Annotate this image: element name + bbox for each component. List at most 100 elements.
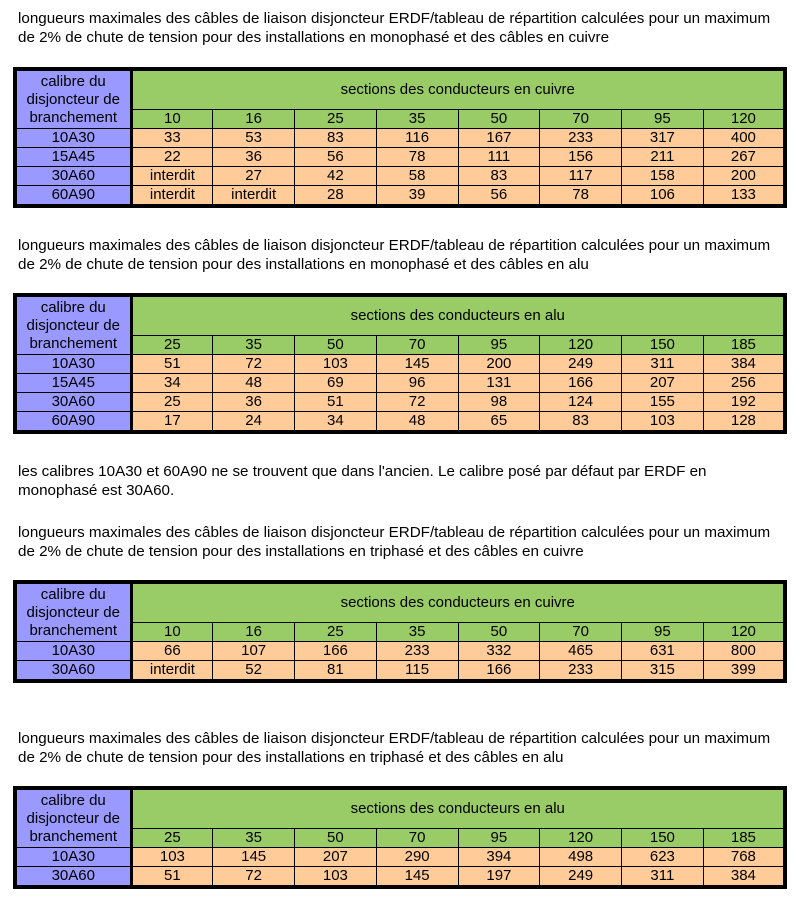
length-value: 106 (621, 185, 704, 207)
length-value: 81 (294, 660, 377, 682)
section-size: 35 (212, 828, 295, 848)
length-value: 400 (702, 128, 786, 148)
length-value: 27 (212, 166, 295, 186)
length-value: 133 (702, 185, 786, 207)
breaker-rating: 30A60 (14, 392, 133, 412)
length-value: 72 (212, 866, 295, 888)
length-value: 116 (375, 128, 459, 148)
length-value: 267 (702, 147, 786, 167)
length-value: 103 (130, 847, 214, 867)
section-size: 50 (294, 335, 377, 355)
length-value: 48 (375, 411, 459, 433)
length-value: 58 (375, 166, 459, 186)
length-value: 166 (539, 373, 622, 393)
length-value: 103 (294, 866, 377, 888)
length-value: 768 (702, 847, 786, 867)
section-size: 70 (375, 335, 459, 355)
corner-label: calibre du disjoncteur de branchement (14, 787, 133, 848)
length-value: 631 (621, 641, 704, 661)
length-value: 207 (294, 847, 377, 867)
breaker-rating: 30A60 (14, 660, 133, 682)
section-size: 120 (539, 828, 622, 848)
table-row: 30A60 interdit 52 81 115 166 233 315 399 (14, 660, 786, 682)
breaker-rating: 15A45 (14, 147, 133, 167)
table-row: 30A60 interdit 27 42 58 83 117 158 200 (14, 166, 786, 186)
table-row: 10A30 103 145 207 290 394 498 623 768 (14, 847, 786, 867)
section-size: 25 (294, 109, 377, 129)
corner-label: calibre du disjoncteur de branchement (14, 68, 133, 129)
length-value: 72 (212, 354, 295, 374)
length-value: 51 (130, 354, 214, 374)
breaker-rating: 10A30 (14, 641, 133, 661)
table4: calibre du disjoncteur de branchement sec… (13, 786, 787, 889)
length-value: interdit (130, 166, 214, 186)
section-size: 16 (212, 622, 295, 642)
corner-label: calibre du disjoncteur de branchement (14, 294, 133, 355)
section-size: 50 (294, 828, 377, 848)
table-row: 30A60 51 72 103 145 197 249 311 384 (14, 866, 786, 888)
length-value: 51 (130, 866, 214, 888)
table-row: 10A30 51 72 103 145 200 249 311 384 (14, 354, 786, 374)
length-value: 384 (702, 866, 786, 888)
table-row: 15A45 34 48 69 96 131 166 207 256 (14, 373, 786, 393)
note-text: les calibres 10A30 et 60A90 ne se trouve… (18, 463, 707, 499)
length-value: 166 (294, 641, 377, 661)
length-value: 131 (457, 373, 541, 393)
length-value: 65 (457, 411, 541, 433)
sections-row: 25 35 50 70 95 120 150 185 (15, 828, 786, 848)
length-value: 498 (539, 847, 622, 867)
section-size: 16 (212, 109, 295, 129)
table3-intro: longueurs maximales des câbles de liaiso… (18, 524, 771, 560)
length-value: 103 (621, 411, 704, 433)
section-size: 185 (702, 335, 786, 355)
length-value: interdit (130, 185, 214, 207)
sections-row: 10 16 25 35 50 70 95 120 (15, 622, 786, 642)
table-row: 10A30 33 53 83 116 167 233 317 400 (14, 128, 786, 148)
breaker-rating: 60A90 (14, 185, 133, 207)
length-value: 69 (294, 373, 377, 393)
length-value: 399 (702, 660, 786, 682)
length-value: 394 (457, 847, 541, 867)
length-value: interdit (212, 185, 295, 207)
length-value: 145 (212, 847, 295, 867)
table-header-row: calibre du disjoncteur de branchement sec… (14, 581, 786, 642)
length-value: 800 (702, 641, 786, 661)
section-size: 25 (294, 622, 377, 642)
breaker-rating: 30A60 (14, 166, 133, 186)
length-value: 39 (375, 185, 459, 207)
length-value: 233 (539, 660, 622, 682)
length-value: 52 (212, 660, 295, 682)
length-value: 124 (539, 392, 622, 412)
length-value: 332 (457, 641, 541, 661)
length-value: 25 (130, 392, 214, 412)
length-value: 103 (294, 354, 377, 374)
breaker-rating: 10A30 (14, 354, 133, 374)
length-value: 317 (621, 128, 704, 148)
section-size: 70 (375, 828, 459, 848)
section-header: sections des conducteurs en cuivre (130, 68, 786, 110)
length-value: 249 (539, 866, 622, 888)
section-size: 10 (130, 622, 214, 642)
length-value: 623 (621, 847, 704, 867)
section-size: 95 (457, 828, 541, 848)
length-value: 117 (539, 166, 622, 186)
section-size: 150 (621, 828, 704, 848)
length-value: 24 (212, 411, 295, 433)
sections-row: 25 35 50 70 95 120 150 185 (15, 335, 786, 355)
length-value: 28 (294, 185, 377, 207)
length-value: 98 (457, 392, 541, 412)
section-size: 150 (621, 335, 704, 355)
table-header-row: calibre du disjoncteur de branchement sec… (14, 294, 786, 355)
length-value: 166 (457, 660, 541, 682)
table4-intro: longueurs maximales des câbles de liaiso… (18, 730, 771, 766)
length-value: 17 (130, 411, 214, 433)
length-value: 233 (539, 128, 622, 148)
length-value: interdit (130, 660, 214, 682)
length-value: 155 (621, 392, 704, 412)
length-value: 128 (702, 411, 786, 433)
breaker-rating: 10A30 (14, 847, 133, 867)
length-value: 78 (375, 147, 459, 167)
length-value: 145 (375, 866, 459, 888)
section-size: 95 (457, 335, 541, 355)
length-value: 56 (457, 185, 541, 207)
